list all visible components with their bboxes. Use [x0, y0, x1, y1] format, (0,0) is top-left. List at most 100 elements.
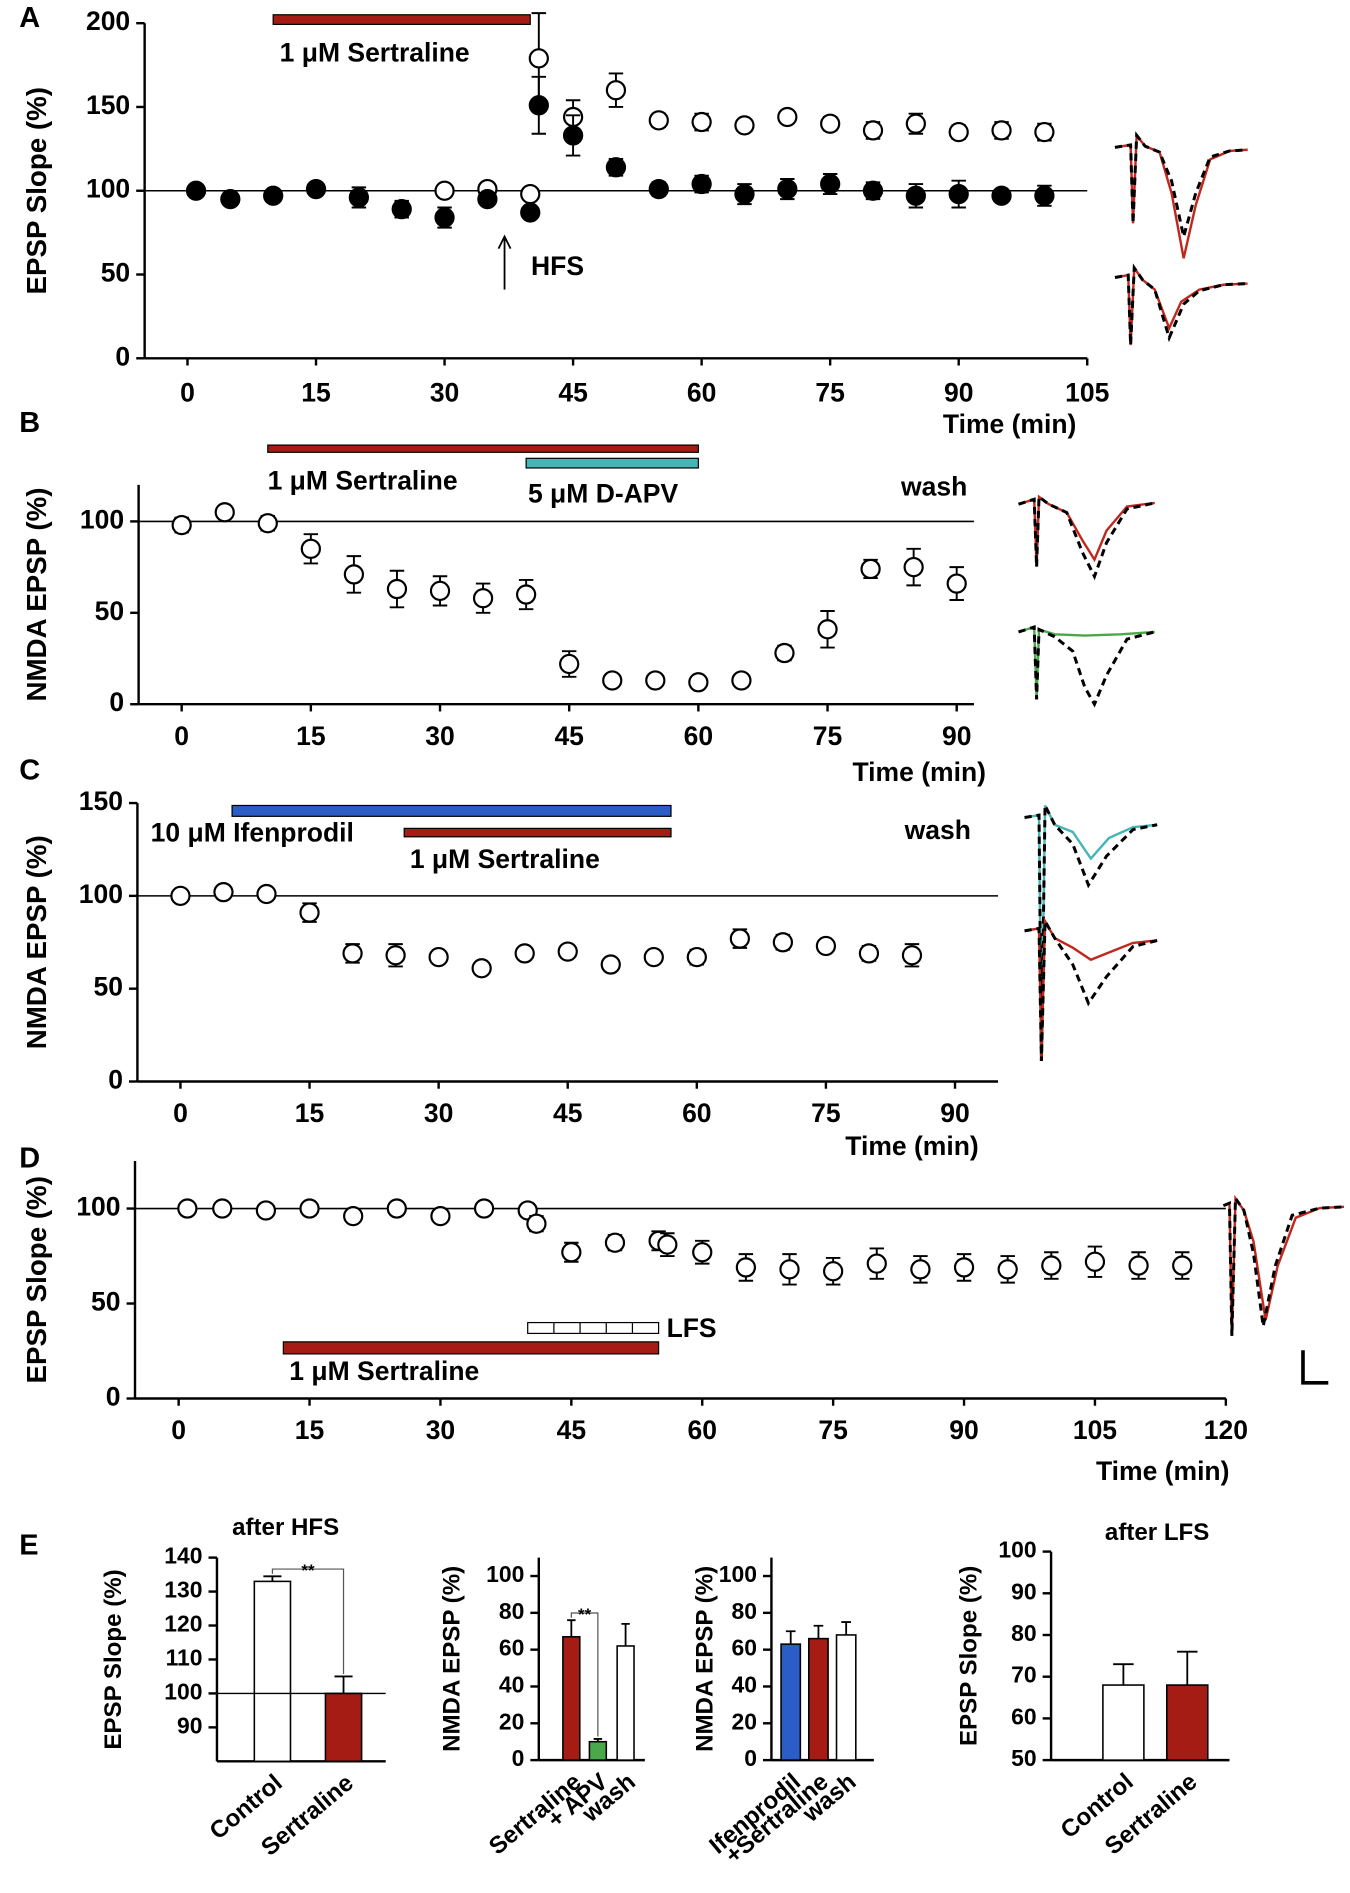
y-tick-label: 150 [86, 90, 130, 120]
x-tick-label: 60 [684, 721, 713, 751]
y-tick-label: 70 [1011, 1662, 1036, 1688]
bar [835, 1634, 857, 1761]
error-bar [263, 1575, 282, 1582]
panel-letter: B [19, 407, 40, 439]
treatment-bar [272, 14, 531, 26]
data-point [473, 1198, 495, 1219]
data-point [688, 672, 709, 693]
x-axis-title: Time (min) [943, 409, 1077, 439]
x-tick-label: 120 [1204, 1415, 1248, 1445]
data-point [472, 588, 494, 609]
x-tick-label: 30 [425, 721, 454, 751]
significance: ** [301, 1561, 315, 1580]
y-axis-title: NMDA EPSP (%) [692, 1566, 719, 1752]
error-bar [785, 1630, 796, 1645]
data-point [429, 580, 451, 602]
data-point [305, 178, 327, 200]
y-tick-label: 100 [79, 879, 123, 909]
error-bar [567, 1619, 576, 1637]
data-point [605, 80, 627, 101]
y-tick-label: 80 [1011, 1620, 1036, 1646]
y-tick-label: 40 [731, 1672, 756, 1698]
data-point [734, 183, 755, 205]
data-point [528, 95, 549, 116]
data-point [348, 187, 369, 208]
treatment-bar [267, 444, 699, 453]
x-axis-title: Time (min) [852, 757, 986, 787]
data-point [866, 1253, 887, 1274]
y-tick-label: 50 [91, 1287, 120, 1317]
data-point [734, 115, 755, 136]
data-point [777, 106, 798, 128]
x-tick-label: 45 [558, 377, 587, 407]
data-point [255, 1200, 277, 1221]
treatment-label: 1 μM Sertraline [268, 465, 458, 495]
bar [616, 1645, 635, 1761]
y-tick-label: 90 [177, 1712, 202, 1738]
data-point [692, 1242, 713, 1263]
y-axis-title: EPSP Slope (%) [956, 1566, 983, 1746]
x-tick-label: 60 [687, 377, 716, 407]
data-point [213, 882, 234, 903]
data-point [1041, 1255, 1062, 1276]
y-tick-label: 80 [731, 1598, 756, 1624]
x-tick-label: 45 [557, 1415, 586, 1445]
data-point [520, 183, 541, 205]
significance-bracket [570, 1612, 599, 1737]
y-axis-title: NMDA EPSP (%) [21, 487, 52, 701]
data-point [657, 1234, 678, 1255]
y-tick-label: 120 [164, 1611, 202, 1637]
y-tick-label: 100 [998, 1537, 1036, 1563]
error-bar [334, 1675, 353, 1694]
arrow-head [497, 234, 512, 250]
data-point [1034, 121, 1055, 143]
x-tick-label: 30 [430, 377, 459, 407]
panel-letter: D [19, 1142, 40, 1174]
data-point [430, 1206, 451, 1227]
y-tick-label: 110 [166, 1645, 203, 1671]
data-point [997, 1259, 1018, 1280]
annotation: wash [900, 471, 967, 501]
y-tick-label: 60 [731, 1635, 756, 1661]
data-point [471, 958, 492, 979]
treatment-label: 1 μM Sertraline [410, 844, 600, 874]
data-point [257, 513, 278, 534]
data-point [1034, 185, 1055, 206]
treatment-bar [527, 1321, 660, 1335]
data-point [643, 947, 664, 968]
y-tick-label: 50 [93, 972, 122, 1002]
data-point [526, 1213, 547, 1234]
x-tick-label: 60 [682, 1098, 711, 1128]
y-tick-label: 0 [744, 1745, 757, 1771]
error-bar [1113, 1663, 1134, 1686]
y-tick-label: 100 [164, 1678, 202, 1704]
x-tick-label: 45 [553, 1098, 582, 1128]
y-tick-label: 20 [731, 1708, 756, 1734]
data-point [1128, 1255, 1149, 1276]
data-point [953, 1257, 975, 1278]
y-tick-label: 100 [80, 504, 124, 534]
bar [588, 1740, 608, 1761]
bar [324, 1692, 363, 1763]
x-tick-label: 105 [1065, 377, 1109, 407]
data-point [342, 943, 363, 964]
data-point [343, 564, 365, 585]
error-bar [813, 1624, 824, 1639]
data-point [214, 502, 235, 523]
bar [562, 1635, 581, 1761]
y-axis-title: EPSP Slope (%) [100, 1569, 127, 1749]
bar [808, 1637, 829, 1761]
data-point [477, 188, 498, 210]
data-point [948, 121, 969, 143]
y-tick-label: 0 [109, 687, 124, 717]
error-bar [1177, 1650, 1198, 1686]
y-axis-title: EPSP Slope (%) [21, 1176, 52, 1383]
y-tick-label: 140 [164, 1543, 202, 1569]
y-tick-label: 60 [1011, 1703, 1036, 1729]
annotation: HFS [531, 251, 584, 281]
trace [1018, 493, 1156, 581]
y-tick-label: 0 [108, 1065, 123, 1095]
trace [1114, 131, 1248, 259]
treatment-bar [282, 1341, 660, 1355]
